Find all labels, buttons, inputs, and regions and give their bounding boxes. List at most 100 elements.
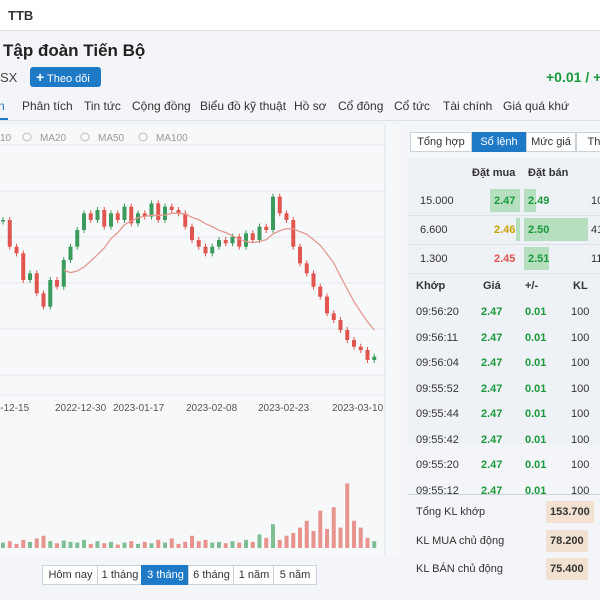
candle	[95, 210, 100, 220]
total-value: 78.200	[546, 529, 588, 552]
volume-bar	[250, 541, 255, 548]
candle	[75, 230, 80, 247]
range-button[interactable]: 1 tháng	[97, 565, 143, 585]
trade-cell: 2.47	[481, 331, 503, 344]
trade-cell: 100	[571, 382, 590, 395]
candle	[244, 233, 248, 247]
candle	[372, 356, 377, 360]
trade-cell: 0.01	[525, 484, 547, 497]
chart: 10 MA20 MA50 MA100 2022-12-15 2022-12-30 2023-…	[0, 125, 400, 555]
candle	[88, 213, 93, 220]
volume-bar	[115, 544, 120, 548]
nav-tab[interactable]: Giá quá khứ	[503, 99, 570, 113]
candle	[217, 240, 221, 247]
panel-tab[interactable]: Sổ lệnh	[472, 132, 526, 152]
candle	[223, 240, 228, 244]
legend-icon	[22, 132, 32, 142]
nav-tab[interactable]: Tài chính	[443, 99, 493, 113]
volume-bar	[21, 539, 26, 548]
trade-header: Khớp	[416, 280, 446, 292]
nav-tab[interactable]: n	[0, 99, 5, 113]
candle	[365, 350, 370, 360]
active-tab-underline	[0, 118, 8, 120]
ask-depth	[524, 247, 549, 270]
volume-bar	[338, 527, 343, 548]
trade-cell: 0.01	[525, 459, 547, 471]
candle	[176, 210, 181, 214]
book-cell: 11	[591, 253, 600, 265]
volume-bar	[284, 535, 289, 548]
trade-cell: 100	[571, 484, 590, 497]
exchange: SX	[0, 70, 18, 85]
trade-cell: 2.47	[481, 484, 503, 497]
date-label: 2023-03-10	[332, 403, 384, 414]
range-button[interactable]: 6 tháng	[188, 565, 235, 585]
panel-tab[interactable]: Mức giá	[526, 132, 576, 152]
book-cell: 2.45	[494, 253, 516, 265]
range-button[interactable]: 5 năm	[273, 565, 317, 585]
nav-tab[interactable]: Tin tức	[84, 99, 121, 113]
range-button[interactable]: Hôm nay	[42, 565, 99, 585]
trade-cell: 09:56:20	[416, 306, 459, 318]
book-cell: 10	[591, 195, 600, 207]
book-cell: 2.46	[494, 224, 516, 236]
nav-tab[interactable]: Cổ tức	[394, 99, 431, 113]
nav-tab[interactable]: Biểu đồ kỹ thuật	[200, 99, 287, 113]
nav-tab[interactable]: Cổ đông	[338, 99, 384, 113]
candle	[277, 196, 282, 214]
candle	[264, 226, 269, 230]
follow-button[interactable]: + Theo dõi	[30, 67, 101, 87]
volume-bar	[237, 542, 242, 548]
candle	[291, 220, 296, 247]
panel-tab[interactable]: Tổng hợp	[410, 132, 472, 152]
nav-tab[interactable]: Cộng đồng	[132, 99, 191, 113]
candle	[358, 346, 363, 350]
volume-bar	[304, 520, 309, 548]
volume-bar	[68, 541, 73, 548]
book-cell: 2.49	[528, 195, 550, 207]
top-bar: TTB	[0, 0, 600, 31]
total-label: KL MUA chủ động	[416, 534, 505, 547]
trade-cell: 2.47	[481, 408, 503, 420]
volume-bar	[264, 537, 269, 548]
book-cell: 41	[591, 224, 600, 236]
candle	[257, 226, 262, 240]
volume-bar	[203, 539, 208, 548]
chart-bg	[0, 125, 400, 555]
volume-bar	[7, 541, 12, 548]
candle	[230, 236, 235, 244]
volume-bar	[136, 543, 140, 548]
range-button[interactable]: 1 năm	[233, 565, 275, 585]
nav-tab[interactable]: Hồ sơ	[294, 99, 327, 113]
date-label: 2022-12-30	[55, 403, 107, 414]
candle	[345, 330, 350, 340]
trade-cell: 0.01	[525, 357, 547, 369]
volume-bar	[277, 539, 282, 548]
volume-bar	[183, 541, 188, 548]
candle	[102, 210, 107, 227]
date-label: 2023-02-08	[186, 403, 238, 414]
volume-bar	[82, 539, 86, 548]
trade-cell: 0.01	[525, 408, 547, 420]
volume-bar	[311, 531, 316, 548]
stock-name: Tập đoàn Tiến Bộ	[3, 41, 146, 60]
candle	[61, 260, 66, 287]
candle	[250, 233, 255, 240]
trade-cell: 100	[571, 433, 590, 446]
ask-depth	[524, 189, 536, 212]
volume-bar	[28, 541, 32, 548]
volume-bar	[88, 543, 93, 548]
volume-bar	[142, 541, 147, 548]
nav-tab[interactable]: Phân tích	[22, 99, 73, 113]
book-header: Đặt bán	[528, 167, 569, 179]
trade-cell: 0.01	[525, 306, 547, 318]
candle	[190, 226, 194, 240]
candle	[196, 240, 201, 247]
candle	[48, 280, 53, 307]
panel-tab[interactable]: Thố	[576, 132, 600, 152]
trade-cell: 2.47	[481, 382, 503, 395]
volume-bar	[257, 534, 262, 548]
trade-cell: 09:55:44	[416, 408, 459, 420]
trade-cell: 09:55:20	[416, 459, 459, 471]
range-button[interactable]: 3 tháng	[141, 565, 190, 585]
